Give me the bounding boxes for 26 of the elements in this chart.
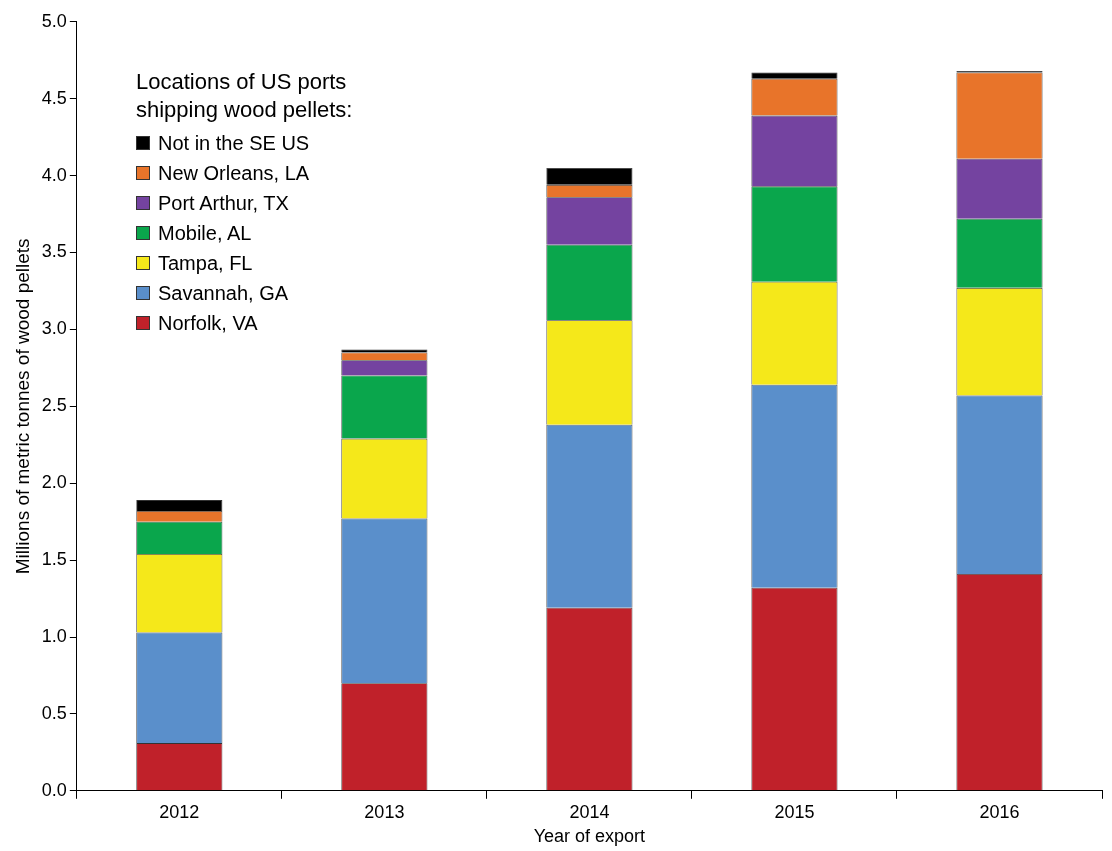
x-tick-label: 2012 [159, 801, 200, 822]
y-tick-label: 5.0 [41, 10, 67, 31]
legend-label: Tampa, FL [158, 251, 253, 275]
legend-label: Not in the SE US [158, 131, 310, 155]
y-tick-label: 3.5 [41, 241, 67, 262]
y-tick-label: 2.5 [41, 395, 67, 416]
x-tick-label: 2015 [774, 801, 815, 822]
legend-title: Locations of US ports shipping wood pellets: [136, 68, 354, 124]
legend-label: New Orleans, LA [158, 161, 310, 185]
y-tick-label: 0.5 [41, 702, 67, 723]
y-axis-title: Millions of metric tonnes of wood pellets [11, 238, 33, 575]
legend-label: Port Arthur, TX [158, 191, 289, 215]
y-tick-label: 4.0 [41, 164, 67, 185]
y-tick-label: 4.5 [41, 87, 67, 108]
y-tick-label: 0.0 [41, 779, 67, 800]
legend-label: Norfolk, VA [158, 311, 258, 335]
y-tick-label: 1.5 [41, 549, 67, 570]
y-tick-label: 1.0 [41, 625, 67, 646]
x-axis-title: Year of export [533, 826, 646, 847]
x-tick-label: 2016 [979, 801, 1020, 822]
legend-label: Mobile, AL [158, 221, 252, 245]
y-tick-label: 2.0 [41, 472, 67, 493]
x-tick-label: 2013 [364, 801, 405, 822]
legend-label: Savannah, GA [158, 281, 289, 305]
x-tick-label: 2014 [569, 801, 610, 822]
y-tick-label: 3.0 [41, 318, 67, 339]
